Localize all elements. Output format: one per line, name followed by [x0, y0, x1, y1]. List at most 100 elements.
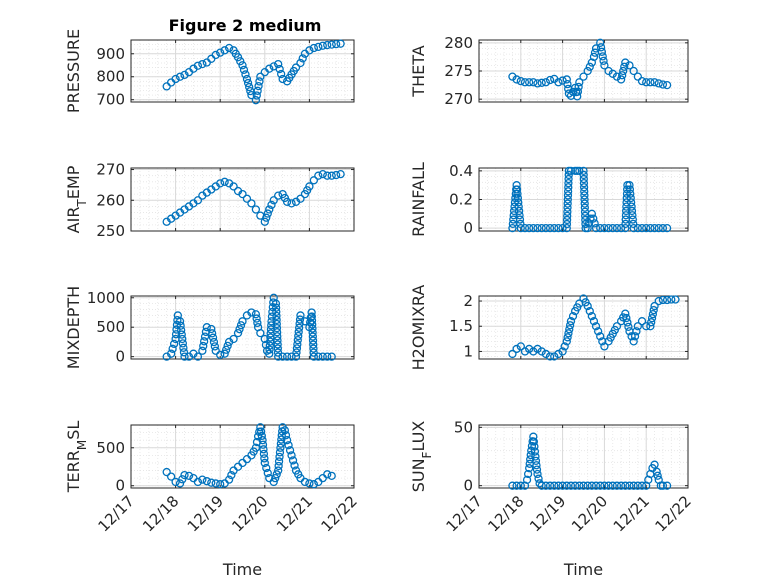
x-axis-label: Time	[222, 560, 262, 579]
series-markers	[508, 432, 672, 490]
data-point	[193, 61, 203, 70]
data-point	[558, 481, 567, 490]
data-point	[274, 352, 283, 361]
data-point	[633, 481, 642, 490]
data-point	[667, 295, 676, 304]
data-point	[550, 223, 559, 233]
data-point	[529, 78, 538, 87]
data-point	[512, 181, 521, 190]
data-point	[563, 80, 572, 89]
data-point	[208, 333, 218, 342]
data-point	[622, 198, 631, 207]
data-point	[646, 223, 655, 233]
data-point	[554, 349, 563, 359]
data-point	[211, 479, 220, 488]
y-axis-label: TERRMSL	[64, 421, 89, 494]
y-tick-label: 1000	[87, 289, 125, 307]
data-point	[308, 332, 317, 341]
data-point	[171, 330, 181, 339]
data-point	[208, 329, 217, 338]
data-point	[637, 223, 647, 233]
axes-box	[478, 424, 689, 489]
data-point	[216, 179, 225, 188]
data-point	[637, 317, 647, 326]
data-point	[287, 352, 296, 361]
data-point	[305, 182, 314, 191]
data-point	[627, 206, 637, 216]
data-point	[512, 344, 521, 354]
data-point	[550, 352, 559, 361]
data-point	[565, 321, 575, 330]
data-point	[579, 166, 588, 176]
data-point	[593, 327, 603, 336]
data-point	[251, 443, 261, 452]
data-point	[179, 343, 188, 352]
data-point	[262, 213, 271, 222]
data-point	[162, 467, 171, 477]
data-point	[254, 81, 263, 91]
data-point	[583, 301, 592, 311]
data-point	[275, 452, 284, 462]
data-point	[533, 79, 542, 88]
data-point	[513, 193, 523, 203]
data-point	[216, 480, 225, 489]
data-point	[649, 305, 658, 315]
data-point	[262, 463, 271, 473]
data-point	[256, 423, 265, 432]
data-point	[608, 223, 617, 233]
data-point	[515, 211, 524, 220]
data-point	[295, 319, 304, 328]
data-point	[579, 170, 588, 180]
data-point	[534, 474, 543, 483]
data-point	[307, 308, 316, 317]
data-point	[597, 47, 607, 56]
data-point	[314, 171, 323, 180]
data-point	[258, 436, 267, 445]
data-point	[229, 182, 238, 191]
data-point	[245, 82, 254, 92]
data-point	[198, 59, 207, 69]
data-point	[292, 348, 301, 357]
data-point	[255, 77, 264, 86]
data-point	[282, 436, 292, 445]
data-point	[220, 349, 229, 358]
data-point	[658, 295, 668, 305]
data-point	[171, 74, 180, 84]
data-point	[598, 337, 607, 346]
data-point	[600, 61, 609, 70]
data-point	[257, 431, 266, 441]
y-tick-label: 50	[454, 418, 473, 436]
data-point	[652, 467, 661, 476]
data-point	[515, 215, 525, 224]
data-point	[525, 344, 534, 354]
data-point	[568, 87, 578, 97]
data-point	[591, 322, 601, 331]
data-point	[580, 203, 589, 212]
data-point	[558, 223, 567, 233]
data-point	[627, 202, 636, 211]
data-point	[193, 477, 203, 487]
data-point	[236, 57, 245, 66]
data-point	[529, 437, 539, 446]
data-point	[288, 456, 298, 465]
data-point	[587, 481, 597, 490]
data-point	[619, 66, 628, 76]
data-point	[562, 223, 571, 233]
data-point	[671, 295, 680, 304]
data-point	[532, 465, 542, 474]
data-point	[541, 481, 551, 490]
data-point	[233, 53, 243, 62]
data-point	[570, 481, 580, 490]
data-point	[650, 301, 659, 311]
data-point	[531, 456, 541, 466]
data-point	[604, 223, 613, 233]
data-point	[514, 198, 523, 207]
data-point	[175, 317, 185, 326]
data-point	[512, 481, 521, 490]
y-tick-label: 270	[444, 90, 473, 108]
data-point	[251, 96, 261, 105]
data-point	[265, 349, 274, 358]
data-point	[305, 46, 314, 55]
data-point	[589, 52, 599, 62]
